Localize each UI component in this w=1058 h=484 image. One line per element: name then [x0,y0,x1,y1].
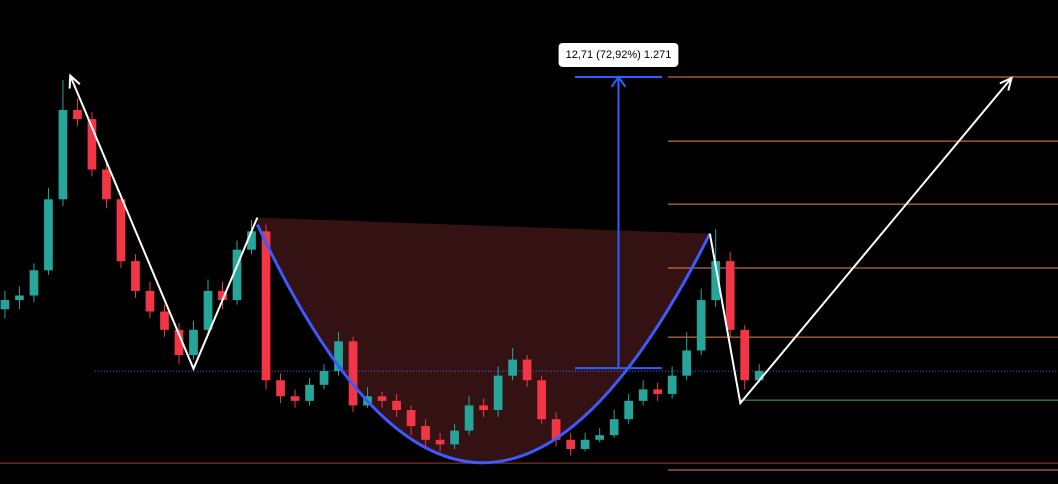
candle-body [174,329,184,356]
candle-body [218,290,227,301]
candle-body [464,405,474,431]
candle-body [29,270,39,296]
candle-body [203,290,213,330]
candle-body [44,199,53,271]
cup-curve [255,223,712,465]
candle-body [319,371,329,385]
candle-body [754,371,764,381]
candle-body [682,350,692,376]
candle-body [696,300,706,351]
candle-body [334,341,343,372]
candle-body [87,119,97,170]
candle-body [73,109,82,120]
candle-body [522,359,532,381]
pattern-line [69,75,259,372]
arrow-head [999,76,1014,91]
candle-body [638,389,648,401]
candle-body [595,435,604,440]
candle-body [479,405,488,411]
candle-body [508,359,517,376]
candle-body [435,439,445,445]
candle-body [116,199,126,262]
candle-body [421,426,430,440]
candle-body [377,396,387,401]
candle-body [580,439,590,449]
candle-body [566,439,575,449]
candle-body [711,261,721,301]
candle-body [740,329,750,381]
candle-body [232,249,242,301]
candle-body [537,380,546,420]
candle-body [131,261,140,291]
measure-label: 12,71 (72,92%) 1.271 [566,49,672,61]
candle-body [0,300,10,310]
candle-body [261,231,271,381]
candle-body [667,375,677,394]
candle-body [551,419,561,440]
candle-body [290,396,300,401]
candle-body [450,430,459,445]
measure-label-box [558,42,679,67]
candle-body [189,329,198,356]
candle-body [493,375,503,411]
arrow-head [68,73,81,89]
candle-body [609,419,619,436]
candle-body [160,311,169,330]
candle-body [15,295,24,301]
candle-body [145,290,155,312]
candle-body [276,380,285,397]
candle-body [102,169,111,200]
candle-body [392,400,401,411]
candle-body [247,231,256,250]
candle-body [348,341,358,406]
candle-body [725,261,735,330]
candle-body [406,410,416,427]
candle-body [624,400,634,420]
candle-body [653,389,663,394]
measure-arrow [610,75,627,88]
candle-body [58,109,68,200]
candle-body [305,384,314,401]
pattern-line [708,77,1013,406]
